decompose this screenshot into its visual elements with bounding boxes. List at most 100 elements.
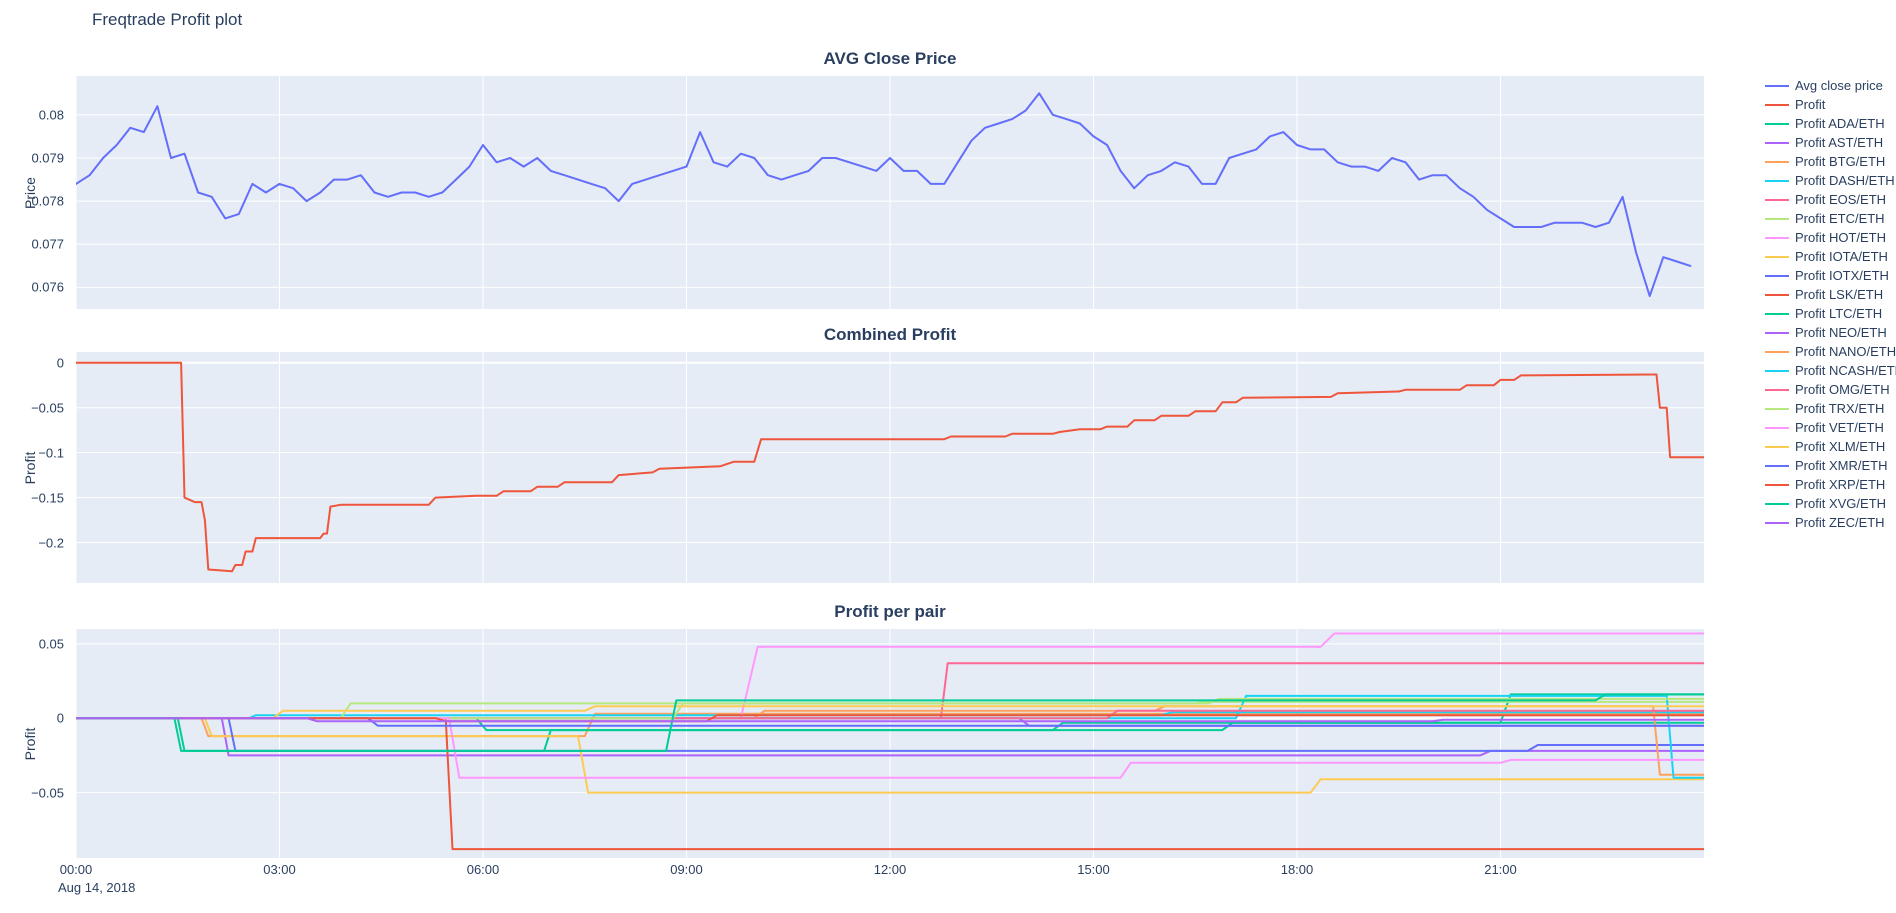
x-tick-labels: 00:00 03:00 06:00 09:00 12:00 15:00 18:00 21:00 [60, 862, 1704, 880]
legend-item[interactable]: Profit NCASH/ETH [1765, 361, 1896, 380]
legend-item[interactable]: Profit EOS/ETH [1765, 190, 1895, 209]
legend-swatch-line [1765, 445, 1789, 448]
x-tick-label: 15:00 [1077, 862, 1110, 877]
legend-swatch-line [1765, 426, 1789, 429]
legend-item[interactable]: Profit DASH/ETH [1765, 171, 1895, 190]
legend-label: Profit LSK/ETH [1795, 287, 1884, 302]
legend-item[interactable]: Profit IOTX/ETH [1765, 266, 1895, 285]
legend-swatch-line [1765, 331, 1789, 334]
y-tick-label: 0.078 [31, 193, 64, 209]
legend-item[interactable]: Profit LSK/ETH [1765, 285, 1895, 304]
plot-area-combined-profit[interactable] [76, 352, 1704, 583]
y-tick-label: 0.05 [38, 636, 64, 652]
series-line-avg-close-price [76, 92, 1692, 298]
legend-item[interactable]: Profit HOT/ETH [1765, 228, 1895, 247]
legend-label: Profit IOTA/ETH [1795, 249, 1888, 264]
legend-swatch-line [1765, 198, 1789, 201]
y-tick-label: −0.05 [31, 400, 64, 416]
x-tick-label: 18:00 [1280, 862, 1314, 877]
legend-item[interactable]: Profit XRP/ETH [1765, 475, 1895, 494]
series-line-profit-vet-eth [76, 717, 1704, 779]
legend-label: Profit DASH/ETH [1795, 173, 1895, 188]
y-tick-label: 0 [56, 710, 64, 726]
legend-item[interactable]: Profit XVG/ETH [1765, 494, 1895, 513]
y-tick-label: −0.15 [31, 490, 64, 506]
y-tick-label: −0.2 [38, 535, 64, 551]
legend-label: Profit IOTX/ETH [1795, 268, 1889, 283]
legend-item[interactable]: Profit IOTA/ETH [1765, 247, 1895, 266]
legend-swatch-line [1765, 293, 1789, 296]
series-line-profit-trx-eth [76, 697, 1704, 720]
legend-label: Profit NANO/ETH [1795, 344, 1896, 359]
legend-swatch-line [1765, 160, 1789, 163]
legend-swatch-line [1765, 255, 1789, 258]
legend-item[interactable]: Profit NEO/ETH [1765, 323, 1895, 342]
subplot-profit-per-pair: Profit per pair Profit 0.05 0 −0.05 [0, 602, 1760, 858]
legend-label: Profit XVG/ETH [1795, 496, 1887, 511]
legend-swatch-line [1765, 274, 1789, 277]
legend-swatch-line [1765, 407, 1789, 410]
legend-label: Profit EOS/ETH [1795, 192, 1887, 207]
legend-swatch-line [1765, 84, 1789, 87]
legend-item[interactable]: Profit ADA/ETH [1765, 114, 1895, 133]
y-tick-label: 0 [56, 355, 64, 371]
legend-item[interactable]: Profit XMR/ETH [1765, 456, 1895, 475]
legend-item[interactable]: Profit ZEC/ETH [1765, 513, 1895, 532]
plot-area-avg-close-price[interactable] [76, 76, 1704, 309]
legend-label: Profit VET/ETH [1795, 420, 1884, 435]
legend-swatch-line [1765, 350, 1789, 353]
legend-item[interactable]: Profit AST/ETH [1765, 133, 1895, 152]
y-tick-label: 0.079 [31, 150, 64, 166]
legend-item[interactable]: Profit TRX/ETH [1765, 399, 1895, 418]
legend-item[interactable]: Profit VET/ETH [1765, 418, 1895, 437]
legend-item[interactable]: Profit OMG/ETH [1765, 380, 1895, 399]
legend-label: Profit HOT/ETH [1795, 230, 1887, 245]
series-line-profit-nano-eth [76, 705, 1704, 776]
subplot-combined-profit: Combined Profit Profit 0 −0.05 −0.1 −0.15 −0… [0, 325, 1760, 583]
y-tick-label: 0.076 [31, 279, 64, 295]
legend-swatch-line [1765, 388, 1789, 391]
legend-label: Profit XMR/ETH [1795, 458, 1888, 473]
legend-label: Profit LTC/ETH [1795, 306, 1883, 321]
legend-label: Profit [1795, 97, 1826, 112]
series-line-profit [76, 361, 1704, 573]
legend-item[interactable]: Profit XLM/ETH [1765, 437, 1895, 456]
legend-swatch-line [1765, 312, 1789, 315]
legend-item[interactable]: Profit BTG/ETH [1765, 152, 1895, 171]
legend-label: Profit OMG/ETH [1795, 382, 1890, 397]
y-tick-labels: 0.076 0.077 0.078 0.079 0.08 [0, 76, 70, 309]
legend-swatch-line [1765, 103, 1789, 106]
subplot-avg-close-price: AVG Close Price Price 0.076 0.077 0.078 0.0… [0, 49, 1760, 309]
legend-swatch-line [1765, 179, 1789, 182]
x-tick-label: 03:00 [263, 862, 296, 877]
legend-label: Profit BTG/ETH [1795, 154, 1886, 169]
legend-item[interactable]: Profit ETC/ETH [1765, 209, 1895, 228]
legend-label: Profit NCASH/ETH [1795, 363, 1896, 378]
legend-swatch-line [1765, 236, 1789, 239]
legend-item[interactable]: Avg close price [1765, 76, 1895, 95]
y-tick-label: 0.077 [31, 236, 64, 252]
legend-swatch-line [1765, 217, 1789, 220]
legend-swatch-line [1765, 502, 1789, 505]
y-tick-labels: 0.05 0 −0.05 [0, 629, 70, 858]
x-tick-label: 21:00 [1484, 862, 1517, 877]
legend-item[interactable]: Profit [1765, 95, 1895, 114]
legend-label: Profit ADA/ETH [1795, 116, 1885, 131]
legend-swatch-line [1765, 464, 1789, 467]
legend-swatch-line [1765, 369, 1789, 372]
series-line-profit-iota-eth [76, 717, 1704, 794]
series-line-profit-zec-eth [76, 717, 1704, 723]
legend-label: Profit ETC/ETH [1795, 211, 1885, 226]
series-line-profit-xvg-eth [76, 693, 1704, 752]
x-tick-label: 09:00 [670, 862, 703, 877]
legend-label: Profit ZEC/ETH [1795, 515, 1885, 530]
legend-label: Profit XRP/ETH [1795, 477, 1886, 492]
legend-item[interactable]: Profit NANO/ETH [1765, 342, 1896, 361]
plot-area-profit-per-pair[interactable] [76, 629, 1704, 858]
legend-item[interactable]: Profit LTC/ETH [1765, 304, 1895, 323]
y-tick-label: 0.08 [38, 107, 64, 123]
y-tick-labels: 0 −0.05 −0.1 −0.15 −0.2 [0, 352, 70, 583]
x-tick-label: 00:00 [59, 862, 93, 877]
x-tick-label: 12:00 [873, 862, 907, 877]
